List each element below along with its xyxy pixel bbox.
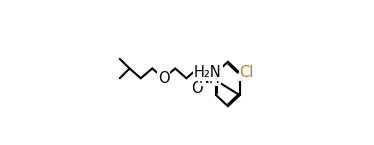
Text: NH: NH	[198, 71, 220, 86]
Text: O: O	[191, 81, 202, 96]
Text: Cl: Cl	[239, 65, 254, 80]
Text: H₂N: H₂N	[194, 65, 222, 80]
Text: O: O	[158, 71, 169, 86]
